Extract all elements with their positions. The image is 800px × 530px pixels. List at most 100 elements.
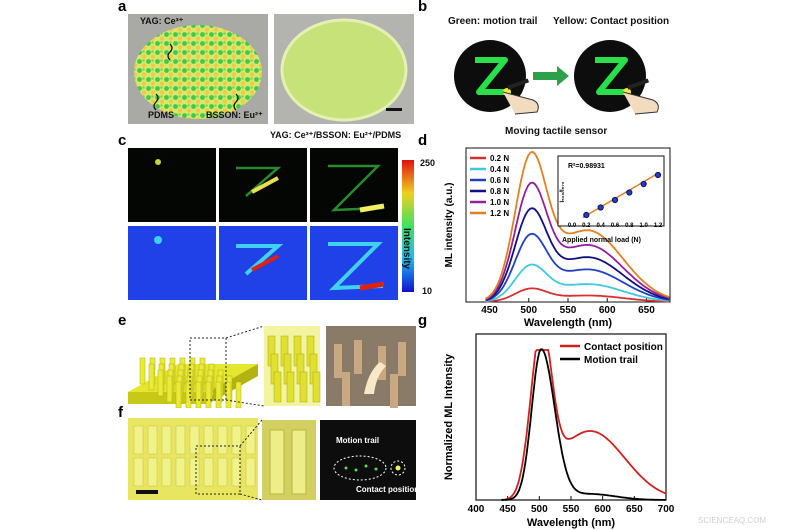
chart-d-legend-label: 0.8 N [490, 187, 509, 196]
chart-d-xtick-label: 650 [638, 305, 655, 316]
label-yag: YAG: Ce³⁺ [140, 16, 184, 26]
pillar [390, 374, 398, 408]
panel-a-caption: YAG: Ce³⁺/BSSON: Eu²⁺/PDMS [270, 130, 402, 140]
chart-d-series-line [485, 207, 670, 301]
pillar [205, 381, 212, 408]
chart-d-series-line [485, 263, 670, 303]
chart-g: 400 450 500 550 600 650 700 Contact position Mo… [443, 333, 675, 529]
inset-fit-line [582, 171, 660, 219]
inset-xtick-label: 0.4 [596, 223, 605, 229]
inset-frame [557, 155, 665, 227]
chart-d-legend-label: 1.2 N [490, 209, 509, 218]
colorbar [402, 160, 414, 292]
inset-xtick-label: 0.0 [568, 223, 577, 229]
pillar [189, 425, 200, 455]
inset-xtick-label: 0.6 [611, 223, 620, 229]
pillar [139, 357, 146, 385]
pillar [398, 342, 406, 376]
pillar [133, 457, 144, 487]
pillar [133, 425, 144, 455]
pillar [273, 371, 282, 403]
pillar [175, 381, 182, 408]
pillar [378, 346, 386, 380]
scale-bar [386, 108, 402, 111]
chart-d-ylabel: ML intensity (a.u.) [444, 183, 455, 268]
pillar [231, 457, 242, 487]
yellow-label: Yellow: Contact position [553, 16, 670, 27]
pillar [161, 425, 172, 455]
chart-d-xtick-label: 550 [560, 305, 577, 316]
chart-g-xtick-label: 650 [626, 504, 643, 515]
pillar [235, 381, 242, 408]
chart-d-xtick-label: 500 [520, 305, 537, 316]
pillar [195, 381, 202, 408]
chart-g-xtick-label: 700 [658, 504, 675, 515]
label-pdms: PDMS [148, 110, 175, 120]
watermark: SCIENCEAQ.COM [698, 516, 767, 525]
pillar [245, 425, 256, 455]
inset-point [626, 189, 633, 196]
pillar [354, 340, 362, 374]
panel-label-b: b [418, 0, 428, 15]
chart-d-series-line [485, 232, 670, 302]
arrow-icon [533, 66, 569, 86]
chart-g-legend-label: Motion trail [584, 355, 638, 366]
pillar [175, 457, 186, 487]
colorbar-label: Intensity [401, 228, 412, 270]
sensor-array-photos [128, 418, 416, 501]
chart-d-series-line [485, 181, 670, 301]
pillar [147, 425, 158, 455]
chart-d-legend-label: 0.6 N [490, 176, 509, 185]
inset-annotation: R²=0.98931 [568, 163, 605, 170]
pillar [175, 425, 186, 455]
zoom-box-f [195, 445, 241, 495]
chart-d-xtick-label: 450 [481, 305, 498, 316]
chart-d-legend-label: 0.4 N [490, 165, 509, 174]
pillar [217, 457, 228, 487]
chart-g-xlabel: Wavelength (nm) [527, 517, 616, 529]
green-label: Green: motion trail [448, 16, 538, 27]
pillar [203, 425, 214, 455]
label-motion-trail: Motion trail [336, 436, 380, 445]
inset-ylabel: I₅₀₀/I₅₇₀ [560, 181, 566, 202]
panel-label-d: d [418, 132, 428, 149]
chart-g-ylabel: Normalized ML Intensity [443, 353, 455, 480]
inset-point [640, 180, 647, 188]
chart-g-xtick-label: 600 [594, 504, 611, 515]
pillar [157, 369, 164, 397]
chart-d: 450 500 550 600 650 0.2 N 0.4 N 0.6 N 0.8 N 1.0 … [444, 147, 671, 329]
inset-xtick-label: 1.0 [639, 223, 648, 229]
chart-d-legend-label: 0.2 N [490, 154, 509, 163]
pillar [166, 375, 173, 403]
panel-label-e: e [118, 312, 127, 329]
chart-d-xtick-label: 600 [599, 305, 616, 316]
scale-bar-f [136, 490, 158, 494]
chart-g-xtick-label: 500 [531, 504, 548, 515]
pillar [225, 381, 232, 408]
pillar [161, 457, 172, 487]
pillar [215, 381, 222, 408]
pillar [148, 363, 155, 391]
chart-d-series-line [485, 150, 670, 300]
chart-g-series-line [501, 349, 667, 501]
pillar [147, 457, 158, 487]
sensor-illustration [454, 40, 659, 115]
chart-g-frame [475, 333, 667, 501]
panel-label-a: a [118, 0, 127, 15]
inset-point [583, 211, 590, 219]
pillar [217, 425, 228, 455]
chart-g-xtick-label: 550 [563, 504, 580, 515]
chart-d-series-line [485, 287, 670, 303]
inset-xtick-label: 0.2 [582, 223, 591, 229]
inset-xlabel: Applied normal load (N) [562, 237, 641, 244]
pillar [334, 344, 342, 378]
colorbar-max: 250 [420, 158, 436, 168]
bent-pillar [364, 362, 386, 394]
colorbar-min: 10 [422, 286, 433, 296]
inset-xtick-label: 0.8 [625, 223, 634, 229]
inset-point [611, 196, 619, 204]
film-photo [274, 14, 414, 124]
phosphor-composite-photo [128, 14, 268, 124]
pillar [245, 457, 256, 487]
chart-g-xtick-label: 400 [468, 504, 485, 515]
